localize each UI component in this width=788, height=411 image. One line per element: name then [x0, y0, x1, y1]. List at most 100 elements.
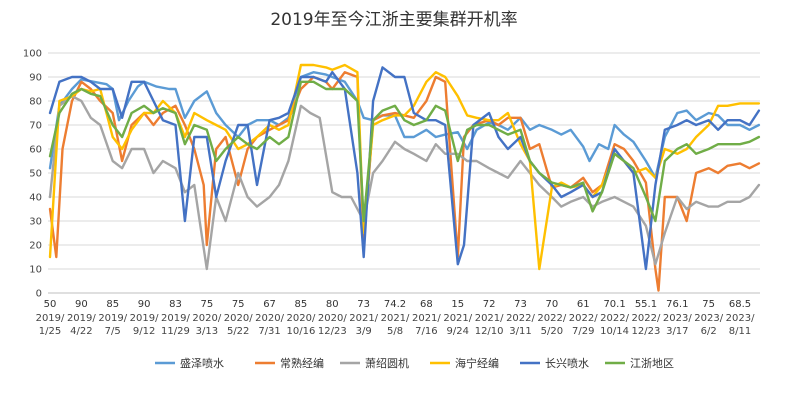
x-tick-date-label: 2020/	[287, 313, 316, 324]
x-tick-date-label: 8/11	[729, 326, 751, 337]
x-tick-date-label: 3/13	[196, 326, 218, 337]
x-tick-date-label: 2022/	[632, 313, 661, 324]
series-line-0	[48, 70, 761, 180]
x-tick-date-label: 2019/	[161, 313, 190, 324]
y-tick-label: 70	[29, 121, 42, 132]
x-tick-value-label: 55.1	[635, 299, 657, 310]
x-tick-value-label: 76.1	[666, 299, 688, 310]
x-tick-date-label: 1/25	[39, 326, 61, 337]
x-tick-value-label: 90	[75, 299, 88, 310]
x-tick-value-label: 72	[483, 299, 496, 310]
x-tick-date-label: 5/20	[541, 326, 563, 337]
x-tick-date-label: 2023/	[694, 313, 723, 324]
y-tick-label: 60	[29, 145, 42, 156]
x-tick-date-label: 12/10	[475, 326, 504, 337]
x-tick-date-label: 2020/	[318, 313, 347, 324]
x-tick-date-label: 9/24	[447, 326, 469, 337]
legend: 盛泽喷水 常熟经编 萧绍圆机 海宁经编 长兴喷水 江浙地区	[155, 356, 674, 370]
x-tick-date-label: 7/16	[415, 326, 437, 337]
legend-label: 海宁经编	[455, 356, 499, 370]
x-tick-date-label: 2020/	[192, 313, 221, 324]
x-tick-date-label: 2023/	[726, 313, 755, 324]
y-tick-label: 30	[29, 217, 42, 228]
x-tick-date-label: 5/8	[387, 326, 403, 337]
x-tick-date-label: 7/5	[105, 326, 121, 337]
series-lines	[48, 63, 761, 292]
x-tick-value-label: 67	[263, 299, 276, 310]
x-tick-date-label: 2021/	[412, 313, 441, 324]
series-line-2	[48, 94, 761, 271]
x-tick-value-label: 68	[420, 299, 433, 310]
x-tick-date-label: 2020/	[224, 313, 253, 324]
y-tick-label: 80	[29, 97, 42, 108]
series-line-4	[48, 66, 761, 271]
x-tick-date-label: 11/29	[161, 326, 190, 337]
x-tick-date-label: 2020/	[255, 313, 284, 324]
x-tick-date-label: 2021/	[443, 313, 472, 324]
x-tick-value-label: 15	[451, 299, 464, 310]
x-tick-date-label: 2023/	[663, 313, 692, 324]
x-tick-value-label: 70	[545, 299, 558, 310]
x-tick-date-label: 3/11	[509, 326, 531, 337]
y-axis: 0 10 20 30 40 50 60 70 80 90 100	[23, 49, 42, 300]
x-tick-date-label: 12/23	[318, 326, 347, 337]
y-tick-label: 10	[29, 265, 42, 276]
legend-item: 萧绍圆机	[340, 356, 409, 370]
series-line-3	[48, 63, 761, 271]
x-tick-value-label: 74.2	[384, 299, 406, 310]
x-tick-date-label: 2022/	[569, 313, 598, 324]
x-tick-date-label: 6/2	[701, 326, 717, 337]
x-tick-date-label: 3/9	[356, 326, 372, 337]
x-tick-value-label: 73	[357, 299, 370, 310]
x-axis: 50 2019/1/25 90 2019/4/22 85 2019/7/5 90 2019/9…	[36, 299, 755, 337]
x-tick-value-label: 80	[326, 299, 339, 310]
x-tick-date-label: 4/22	[70, 326, 92, 337]
legend-item: 常熟经编	[255, 356, 324, 370]
x-tick-value-label: 61	[577, 299, 590, 310]
x-tick-value-label: 70.1	[603, 299, 625, 310]
x-tick-date-label: 2019/	[36, 313, 65, 324]
x-tick-date-label: 9/12	[133, 326, 155, 337]
x-tick-value-label: 83	[169, 299, 182, 310]
x-tick-date-label: 2021/	[475, 313, 504, 324]
x-tick-date-label: 2022/	[537, 313, 566, 324]
legend-label: 盛泽喷水	[180, 356, 224, 370]
x-tick-value-label: 90	[138, 299, 151, 310]
x-tick-value-label: 75	[232, 299, 245, 310]
x-tick-date-label: 2022/	[506, 313, 535, 324]
x-tick-value-label: 68.5	[729, 299, 751, 310]
x-tick-date-label: 2022/	[600, 313, 629, 324]
x-tick-date-label: 12/23	[632, 326, 661, 337]
x-tick-date-label: 2019/	[98, 313, 127, 324]
y-tick-label: 90	[29, 73, 42, 84]
x-tick-value-label: 73	[514, 299, 527, 310]
x-tick-value-label: 75	[200, 299, 213, 310]
x-tick-value-label: 85	[295, 299, 308, 310]
x-tick-date-label: 3/17	[666, 326, 688, 337]
y-tick-label: 40	[29, 193, 42, 204]
x-tick-date-label: 2021/	[381, 313, 410, 324]
grid	[48, 52, 760, 294]
chart-title: 2019年至今江浙主要集群开机率	[270, 10, 517, 30]
y-tick-label: 100	[23, 49, 42, 60]
legend-label: 江浙地区	[630, 357, 674, 370]
x-tick-date-label: 10/14	[600, 326, 629, 337]
series-line-5	[48, 80, 761, 223]
legend-label: 长兴喷水	[545, 357, 589, 370]
y-tick-label: 20	[29, 241, 42, 252]
legend-item: 江浙地区	[605, 357, 674, 370]
x-tick-date-label: 2019/	[67, 313, 96, 324]
legend-item: 盛泽喷水	[155, 356, 224, 370]
x-tick-date-label: 5/22	[227, 326, 249, 337]
y-tick-label: 50	[29, 169, 42, 180]
legend-item: 海宁经编	[430, 356, 499, 370]
legend-label: 常熟经编	[280, 356, 324, 370]
x-tick-date-label: 2021/	[349, 313, 378, 324]
x-tick-date-label: 7/29	[572, 326, 594, 337]
x-tick-date-label: 10/16	[287, 326, 316, 337]
x-tick-date-label: 2019/	[130, 313, 159, 324]
legend-label: 萧绍圆机	[365, 356, 409, 370]
legend-item: 长兴喷水	[520, 357, 589, 370]
x-tick-value-label: 75	[702, 299, 715, 310]
